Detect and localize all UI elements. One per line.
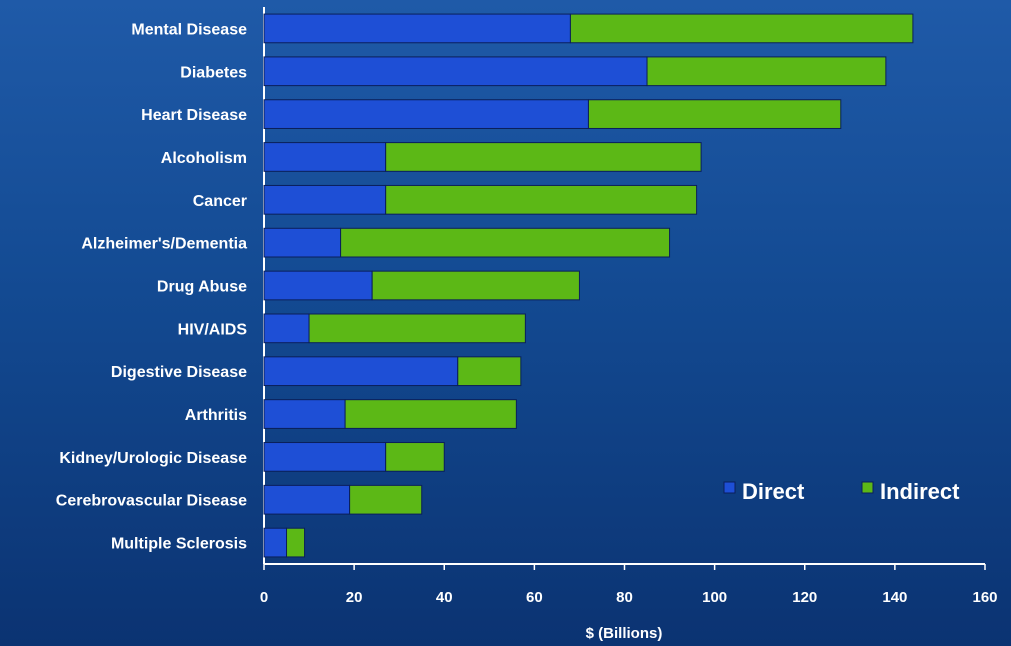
bar-direct-drug-abuse [263,270,373,301]
bar-direct-arthritis [263,399,346,429]
y-tick-label: Multiple Sclerosis [111,536,247,553]
bar-indirect-diabetes [646,56,887,87]
bar-direct-cerebrovascular-disease [263,484,351,515]
bar-indirect-alzheimer-s-dementia [340,227,671,258]
bar-direct-cancer [263,184,387,215]
legend-swatch-direct [723,481,736,494]
bar-indirect-drug-abuse [371,270,580,301]
x-tick-label: 40 [436,589,453,606]
bar-direct-multiple-sclerosis [263,527,288,558]
y-tick-label: Kidney/Urologic Disease [59,450,247,467]
y-tick-label: Mental Disease [131,21,247,38]
bar-indirect-digestive-disease [457,356,522,387]
x-tick-label: 160 [972,589,997,606]
legend-label-direct: Direct [742,479,805,504]
y-tick-label: Cancer [193,193,247,210]
bar-indirect-alcoholism [385,142,702,172]
bar-indirect-cerebrovascular-disease [349,484,423,515]
legend-swatch-indirect [861,481,874,494]
bar-indirect-arthritis [344,399,517,429]
y-tick-label: Arthritis [185,407,247,424]
bar-direct-alzheimer-s-dementia [263,227,342,258]
x-tick-label: 20 [346,589,363,606]
bar-indirect-cancer [385,184,698,215]
bar-direct-mental-disease [263,13,571,44]
y-tick-label: Digestive Disease [111,364,247,381]
bar-direct-diabetes [263,56,648,87]
x-axis-label: $ (Billions) [586,625,663,642]
bar-indirect-hiv-aids [308,313,526,344]
bar-direct-digestive-disease [263,356,459,387]
y-tick-label: HIV/AIDS [178,321,248,338]
y-tick-label: Drug Abuse [157,279,247,296]
legend-label-indirect: Indirect [880,479,960,504]
chart-bars [263,13,914,558]
y-tick-label: Alcoholism [161,150,247,167]
y-tick-label: Heart Disease [141,107,247,124]
bar-direct-heart-disease [263,99,589,129]
y-tick-label: Cerebrovascular Disease [56,493,247,510]
bar-direct-kidney-urologic-disease [263,442,387,472]
bar-indirect-kidney-urologic-disease [385,442,445,472]
bar-indirect-heart-disease [587,99,842,129]
x-tick-label: 0 [260,589,268,606]
legend: Direct Indirect [723,479,960,504]
x-tick-label: 120 [792,589,817,606]
x-tick-label: 60 [526,589,543,606]
x-tick-label: 80 [616,589,633,606]
y-tick-label: Diabetes [180,64,247,81]
x-tick-label: 100 [702,589,727,606]
bar-direct-hiv-aids [263,313,310,344]
bar-indirect-mental-disease [569,13,914,44]
bar-indirect-multiple-sclerosis [286,527,306,558]
x-tick-label: 140 [882,589,907,606]
bar-direct-alcoholism [263,142,387,172]
chart-labels: 0 20 40 60 80 100 120 140 160 Mental Disease Diabe… [56,21,998,606]
y-tick-label: Alzheimer's/Dementia [81,236,247,253]
